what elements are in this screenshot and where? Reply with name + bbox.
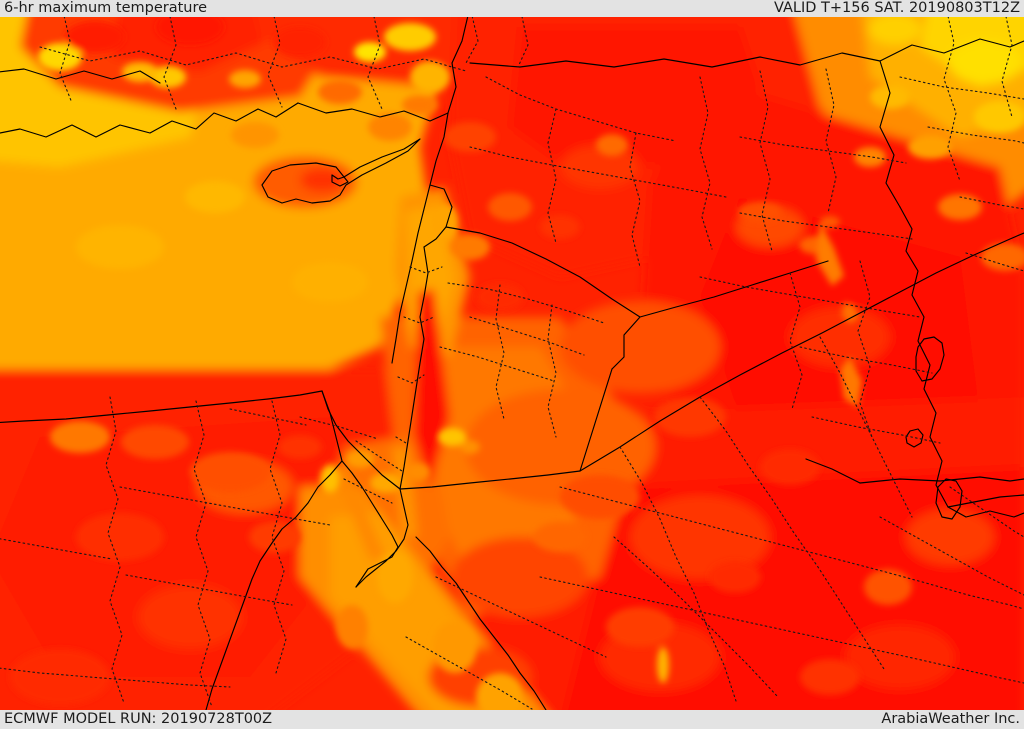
map-canvas	[0, 17, 1024, 710]
header-bar: 6-hr maximum temperature VALID T+156 SAT…	[0, 0, 1024, 17]
country-borders	[0, 17, 1024, 710]
attribution-label: ArabiaWeather Inc.	[881, 711, 1020, 727]
temperature-field	[0, 17, 1024, 710]
temperature-map[interactable]	[0, 17, 1024, 710]
admin-boundaries	[0, 17, 1024, 710]
model-run-label: ECMWF MODEL RUN: 20190728T00Z	[4, 711, 273, 727]
map-title: 6-hr maximum temperature	[4, 0, 208, 16]
footer-bar: ECMWF MODEL RUN: 20190728T00Z ArabiaWeat…	[0, 710, 1024, 729]
valid-time-label: VALID T+156 SAT. 20190803T12Z	[774, 0, 1020, 16]
